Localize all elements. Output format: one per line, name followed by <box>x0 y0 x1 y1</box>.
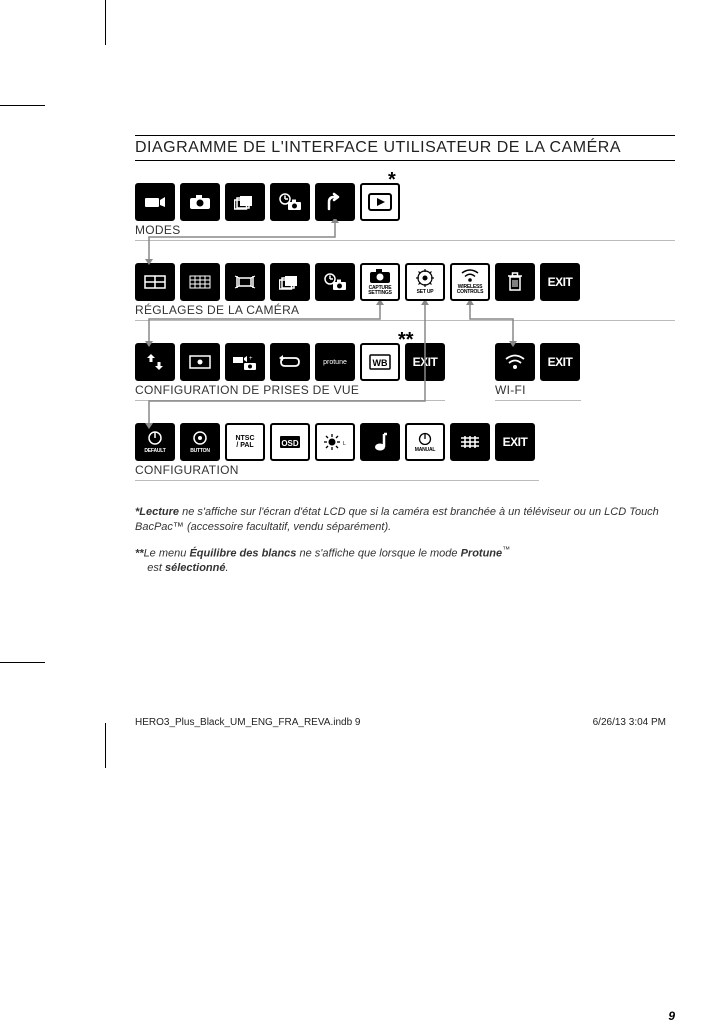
exit-label: EXIT <box>548 275 573 289</box>
spotmeter-icon <box>180 343 220 381</box>
svg-text:WB: WB <box>373 358 388 368</box>
n2-d: Protune <box>461 547 503 559</box>
timelapse-icon <box>270 183 310 221</box>
row-reglages: CAPTURE SETTINGS SET UP WIRELESS CONTROL… <box>135 263 675 321</box>
wb-icon: WB <box>360 343 400 381</box>
n2-a: Le menu <box>144 547 190 559</box>
exit2-label: EXIT <box>413 355 438 369</box>
tiny-capture: CAPTURE SETTINGS <box>368 286 391 296</box>
trash-icon <box>495 263 535 301</box>
exit4-label: EXIT <box>503 435 528 449</box>
diagram: * MODE <box>135 183 675 481</box>
footnotes: *Lecture ne s'affiche sur l'écran d'état… <box>135 505 675 576</box>
capture-settings-icon: CAPTURE SETTINGS <box>360 263 400 301</box>
exit2-icon: EXIT <box>405 343 445 381</box>
n1-rest: ne s'affiche sur l'écran d'état LCD que … <box>135 506 659 533</box>
label-config-pdv: CONFIGURATION DE PRISES DE VUE <box>135 381 445 401</box>
footer: HERO3_Plus_Black_UM_ENG_FRA_REVA.indb 9 … <box>135 717 666 728</box>
resolution-icon <box>135 263 175 301</box>
n2-f: sélectionné <box>165 562 226 574</box>
tiny-wireless: WIRELESS CONTROLS <box>457 285 483 295</box>
cropmark <box>0 662 45 663</box>
settings-icon <box>315 183 355 221</box>
tiny-default: DEFAULT <box>144 448 165 454</box>
n1-lead: *Lecture <box>135 506 179 518</box>
page-number: 9 <box>135 1009 675 1023</box>
videophoto-icon: + <box>225 343 265 381</box>
row-config: DEFAULT BUTTON NTSC / PAL OSD LED <box>135 423 539 481</box>
wifi-icon <box>495 343 535 381</box>
photo-icon <box>180 183 220 221</box>
tiny-button: BUTTON <box>190 448 210 454</box>
exit3-label: EXIT <box>548 355 573 369</box>
cropmark <box>0 105 45 106</box>
default-icon: DEFAULT <box>135 423 175 461</box>
fps-icon <box>180 263 220 301</box>
footer-left: HERO3_Plus_Black_UM_ENG_FRA_REVA.indb 9 <box>135 717 360 728</box>
cropmark <box>105 723 106 768</box>
tiny-setup: SET UP <box>417 289 434 295</box>
n2-c: ne s'affiche que lorsque le mode <box>296 547 460 559</box>
footnote-1: *Lecture ne s'affiche sur l'écran d'état… <box>135 505 675 535</box>
timelapse2-icon <box>315 263 355 301</box>
svg-text:OSD: OSD <box>281 439 299 448</box>
exit4-icon: EXIT <box>495 423 535 461</box>
svg-text:+: + <box>249 356 253 362</box>
section-title: DIAGRAMME DE L'INTERFACE UTILISATEUR DE … <box>135 135 675 161</box>
burst-icon <box>225 183 265 221</box>
n2-g: . <box>226 562 229 574</box>
row-modes: * MODE <box>135 183 675 241</box>
ntsc-label: NTSC / PAL <box>235 435 254 449</box>
page-content: DIAGRAMME DE L'INTERFACE UTILISATEUR DE … <box>135 135 675 618</box>
button-icon: BUTTON <box>180 423 220 461</box>
tiny-manual: MANUAL <box>415 447 435 453</box>
orientation-icon <box>135 343 175 381</box>
date-icon <box>450 423 490 461</box>
row-3-container: ** + protune <box>135 343 675 401</box>
video-icon <box>135 183 175 221</box>
protune-label: protune <box>323 359 347 366</box>
led-icon: LED <box>315 423 355 461</box>
playback-icon <box>360 183 400 221</box>
cropmark <box>105 0 106 45</box>
setup-icon: SET UP <box>405 263 445 301</box>
manual-icon: MANUAL <box>405 423 445 461</box>
label-modes: MODES <box>135 221 675 241</box>
row-config-pdv: ** + protune <box>135 343 445 401</box>
svg-text:LED: LED <box>343 441 346 447</box>
label-wifi: WI-FI <box>495 381 581 401</box>
exit3-icon: EXIT <box>540 343 580 381</box>
n2-e: est <box>144 562 165 574</box>
wireless-icon: WIRELESS CONTROLS <box>450 263 490 301</box>
n2-b: Équilibre des blancs <box>189 547 296 559</box>
ntsc-icon: NTSC / PAL <box>225 423 265 461</box>
osd-icon: OSD <box>270 423 310 461</box>
sound-icon <box>360 423 400 461</box>
label-reglages: RÉGLAGES DE LA CAMÉRA <box>135 301 675 321</box>
fov-icon <box>225 263 265 301</box>
footer-right: 6/26/13 3:04 PM <box>593 717 666 728</box>
row-wifi: EXIT WI-FI <box>495 343 581 401</box>
n2-lead: ** <box>135 547 144 559</box>
n2-tm: ™ <box>502 545 510 554</box>
footnote-2: **Le menu Équilibre des blancs ne s'affi… <box>135 545 675 576</box>
protune-icon: protune <box>315 343 355 381</box>
burst2-icon <box>270 263 310 301</box>
exit-icon: EXIT <box>540 263 580 301</box>
label-config: CONFIGURATION <box>135 461 539 481</box>
loop-icon <box>270 343 310 381</box>
